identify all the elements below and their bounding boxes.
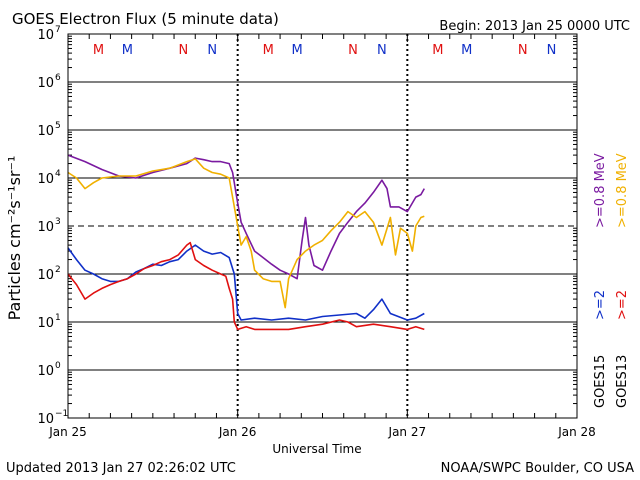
y-tick-label: 10 xyxy=(37,412,54,427)
plot-frame xyxy=(67,33,578,419)
legend-energy-low-goes15: >=2 xyxy=(593,290,608,320)
mn-marker: N xyxy=(179,43,189,58)
series-line-4 xyxy=(67,241,425,331)
legend-energy-low-goes13: >=2 xyxy=(615,290,630,320)
mn-marker: N xyxy=(207,43,217,58)
begin-date: Begin: 2013 Jan 25 0000 UTC xyxy=(439,19,630,34)
x-tick-label: Jan 25 xyxy=(48,425,87,439)
mn-marker: M xyxy=(93,43,104,58)
y-tick-label: 10 xyxy=(37,316,54,331)
y-tick-exponent: 2 xyxy=(55,265,61,275)
chart-title: GOES Electron Flux (5 minute data) xyxy=(12,10,279,28)
data-source: NOAA/SWPC Boulder, CO USA xyxy=(441,461,634,476)
legend-energy-high-goes13: >=0.8 MeV xyxy=(615,153,630,228)
y-axis-title: Particles cm⁻²s⁻¹sr⁻¹ xyxy=(5,156,24,321)
x-tick-label: Jan 28 xyxy=(557,425,596,439)
y-tick-exponent: 0 xyxy=(55,361,61,371)
legend-goes15: GOES15 xyxy=(593,355,608,408)
y-tick-label: 10 xyxy=(37,28,54,43)
y-tick-exponent: 4 xyxy=(55,169,61,179)
legend-energy-high-goes15: >=0.8 MeV xyxy=(593,153,608,228)
y-tick-exponent: 1 xyxy=(55,313,61,323)
y-tick-label: 10 xyxy=(37,220,54,235)
mn-marker: N xyxy=(377,43,387,58)
y-tick-exponent: 6 xyxy=(55,73,61,83)
x-tick-label: Jan 26 xyxy=(218,425,257,439)
y-tick-exponent: 5 xyxy=(55,121,61,131)
legend: >=0.8 MeV >=0.8 MeV >=2 >=2 GOES15 GOES1… xyxy=(593,153,630,408)
y-tick-label: 10 xyxy=(37,76,54,91)
mn-marker: N xyxy=(518,43,528,58)
y-tick-exponent: 7 xyxy=(55,25,61,35)
mn-marker: M xyxy=(122,43,133,58)
mn-marker: M xyxy=(432,43,443,58)
series-line-3 xyxy=(67,244,425,321)
mn-marker: M xyxy=(461,43,472,58)
mn-marker: M xyxy=(263,43,274,58)
x-tick-label: Jan 27 xyxy=(388,425,427,439)
y-tick-label: 10 xyxy=(37,124,54,139)
updated-timestamp: Updated 2013 Jan 27 02:26:02 UTC xyxy=(6,461,236,476)
y-tick-exponent: 3 xyxy=(55,217,61,227)
series-line-1 xyxy=(67,154,425,280)
x-axis-title: Universal Time xyxy=(272,442,361,456)
y-tick-label: 10 xyxy=(37,172,54,187)
y-tick-label: 10 xyxy=(37,268,54,283)
mn-marker: M xyxy=(291,43,302,58)
mn-marker: N xyxy=(348,43,358,58)
legend-goes13: GOES13 xyxy=(615,355,630,408)
mn-marker: N xyxy=(547,43,557,58)
y-tick-label: 10 xyxy=(37,364,54,379)
y-tick-exponent: −1 xyxy=(55,409,68,419)
series-line-2 xyxy=(67,158,425,309)
